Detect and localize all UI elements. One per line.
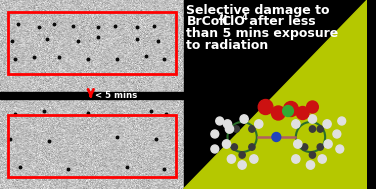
Circle shape — [272, 132, 281, 142]
Text: BrColl: BrColl — [186, 15, 228, 28]
Circle shape — [317, 144, 323, 150]
Circle shape — [294, 140, 302, 148]
Circle shape — [309, 152, 315, 158]
Circle shape — [216, 117, 224, 125]
Text: 4: 4 — [241, 13, 247, 22]
Circle shape — [223, 140, 230, 148]
Circle shape — [338, 117, 346, 125]
Circle shape — [283, 105, 293, 116]
Bar — [8, 115, 176, 177]
Circle shape — [223, 120, 232, 128]
Circle shape — [308, 115, 317, 123]
Polygon shape — [183, 0, 367, 189]
Circle shape — [211, 145, 219, 153]
Circle shape — [255, 120, 263, 128]
Circle shape — [249, 144, 255, 150]
Circle shape — [240, 115, 248, 123]
Circle shape — [211, 130, 219, 138]
Text: to radiation: to radiation — [186, 39, 269, 52]
Circle shape — [324, 140, 332, 148]
Circle shape — [239, 152, 245, 158]
Circle shape — [238, 161, 246, 169]
Bar — [0, 92, 183, 99]
Circle shape — [323, 120, 331, 128]
Circle shape — [318, 155, 326, 163]
Text: Selective damage to: Selective damage to — [186, 4, 330, 17]
Circle shape — [306, 161, 315, 169]
Circle shape — [296, 106, 309, 119]
Circle shape — [309, 126, 315, 132]
Circle shape — [333, 130, 341, 138]
Text: ClO: ClO — [221, 15, 246, 28]
Circle shape — [258, 99, 273, 115]
Circle shape — [306, 101, 318, 113]
Circle shape — [292, 120, 300, 128]
Circle shape — [227, 155, 235, 163]
Circle shape — [284, 101, 298, 116]
Circle shape — [336, 145, 344, 153]
Circle shape — [317, 126, 323, 132]
Circle shape — [231, 144, 238, 150]
Text: < 5 mins: < 5 mins — [95, 91, 137, 100]
Text: 2: 2 — [218, 13, 224, 22]
Circle shape — [292, 155, 300, 163]
Bar — [8, 12, 176, 74]
Circle shape — [250, 155, 258, 163]
Text: than 5 mins exposure: than 5 mins exposure — [186, 27, 339, 40]
Circle shape — [225, 125, 233, 133]
Bar — [183, 0, 367, 189]
Circle shape — [271, 106, 285, 120]
Text: after less: after less — [245, 15, 316, 28]
Circle shape — [302, 144, 308, 150]
Circle shape — [233, 126, 240, 132]
Circle shape — [249, 126, 255, 132]
